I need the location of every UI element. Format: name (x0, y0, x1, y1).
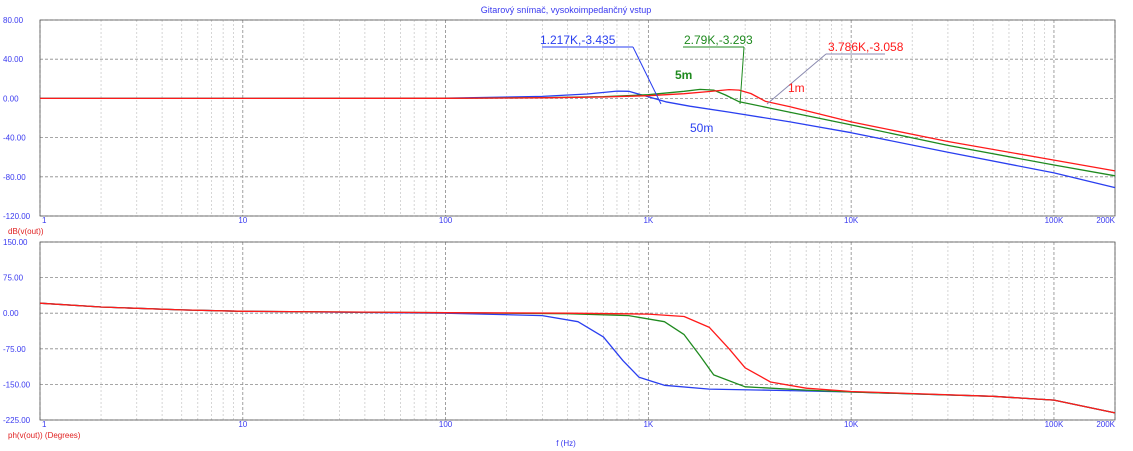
x-tick-label: 200K (1096, 420, 1115, 429)
series-tag-50m: 50m (690, 121, 713, 135)
y-tick-label: 150.00 (3, 238, 28, 247)
series-tag-5m: 5m (675, 68, 692, 82)
x-tick-label: 10 (238, 216, 247, 225)
x-axis-label: f (Hz) (556, 439, 576, 448)
magnitude-ylabel: dB(v(out)) (8, 227, 44, 236)
phase-panel: 1 10 100 1K 10K 100K 200K 150.00 75.00 0.00 -75.00… (3, 238, 1116, 429)
magnitude-panel: 1 10 100 1K 10K 100K 200K 80.00 40.00 0.00 -40.00 -… (3, 16, 1116, 225)
x-tick-label: 1 (42, 420, 47, 429)
annotation-pointer-red (766, 53, 827, 105)
phase-ylabel: ph(v(out)) (Degrees) (8, 431, 81, 440)
y-tick-label: -40.00 (3, 134, 26, 143)
x-tick-label: 1 (42, 216, 47, 225)
x-tick-label: 1K (643, 420, 653, 429)
y-tick-label: 75.00 (3, 274, 24, 283)
annotation-group: 1.217K,-3.435 2.79K,-3.293 3.786K,-3.058… (540, 33, 904, 135)
x-tick-label: 200K (1096, 216, 1115, 225)
y-tick-label: -120.00 (3, 212, 31, 221)
annotation-blue-marker: 1.217K,-3.435 (540, 33, 616, 47)
plot-frame (39, 19, 1116, 217)
x-tick-label: 10 (238, 420, 247, 429)
y-tick-label: 0.00 (3, 309, 19, 318)
x-tick-label: 100 (439, 216, 453, 225)
y-tick-label: 80.00 (3, 16, 24, 25)
series-line-1m (39, 302, 1116, 414)
x-tick-label: 10K (844, 216, 859, 225)
series-tag-1m: 1m (788, 81, 805, 95)
annotation-red-marker: 3.786K,-3.058 (828, 40, 904, 54)
annotation-pointer-green (739, 46, 745, 105)
series-line-50m (40, 90, 1116, 189)
plot-frame (39, 241, 1116, 421)
y-tick-label: 40.00 (3, 55, 24, 64)
annotation-pointer-blue (632, 46, 662, 105)
x-tick-label: 100 (439, 420, 453, 429)
y-tick-label: -225.00 (3, 416, 31, 425)
y-tick-label: -75.00 (3, 345, 26, 354)
y-tick-label: -150.00 (3, 380, 31, 389)
y-tick-label: 0.00 (3, 94, 19, 103)
x-tick-label: 1K (643, 216, 653, 225)
annotation-green-marker: 2.79K,-3.293 (684, 33, 753, 47)
chart-title: Gitarový snímač, vysokoimpedančný vstup (481, 5, 652, 15)
x-tick-label: 100K (1045, 216, 1064, 225)
y-tick-label: -80.00 (3, 173, 26, 182)
x-tick-label: 10K (844, 420, 859, 429)
series-line-1m (40, 88, 1116, 172)
x-tick-label: 100K (1045, 420, 1064, 429)
